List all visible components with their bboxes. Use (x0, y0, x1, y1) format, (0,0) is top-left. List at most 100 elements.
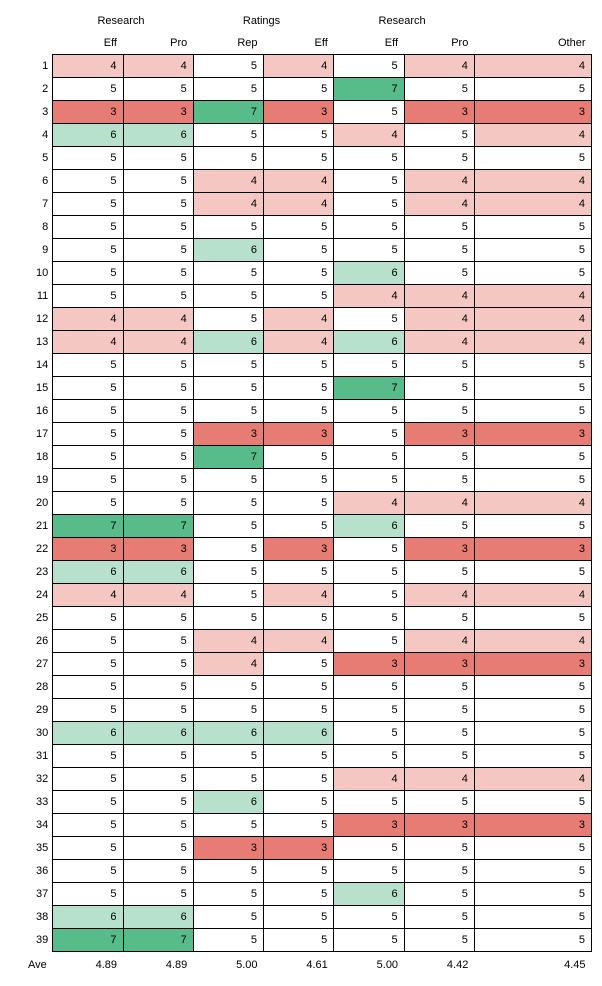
table-row: 55555555 (10, 147, 592, 170)
cell: 5 (264, 446, 334, 469)
table-row: 205555444 (10, 492, 592, 515)
cell: 5 (474, 860, 591, 883)
cell: 5 (404, 745, 474, 768)
cell: 5 (53, 262, 123, 285)
cell: 5 (474, 929, 591, 952)
table-row: 295555555 (10, 699, 592, 722)
cell: 6 (53, 124, 123, 147)
cell: 5 (53, 791, 123, 814)
table-row: 345555333 (10, 814, 592, 837)
cell: 5 (123, 400, 193, 423)
cell: 5 (123, 285, 193, 308)
row-label: 5 (10, 147, 53, 170)
cell: 5 (123, 262, 193, 285)
table-row: 386655555 (10, 906, 592, 929)
cell: 5 (123, 676, 193, 699)
cell: 7 (193, 446, 263, 469)
row-label: 21 (10, 515, 53, 538)
table-row: 236655555 (10, 561, 592, 584)
cell: 5 (53, 170, 123, 193)
cell: 5 (474, 699, 591, 722)
cell: 4 (264, 308, 334, 331)
cell: 4 (264, 170, 334, 193)
cell: 5 (334, 745, 404, 768)
cell: 5 (404, 860, 474, 883)
cell: 3 (193, 837, 263, 860)
sub-header: Eff (334, 32, 404, 55)
cell: 5 (404, 607, 474, 630)
col-group-header: Research (334, 10, 475, 32)
cell: 5 (193, 929, 263, 952)
cell: 6 (123, 906, 193, 929)
table-row: 195555555 (10, 469, 592, 492)
cell: 6 (53, 561, 123, 584)
cell: 5 (474, 446, 591, 469)
cell: 5 (123, 630, 193, 653)
table-row: 65544544 (10, 170, 592, 193)
cell: 5 (334, 170, 404, 193)
cell: 4 (53, 331, 123, 354)
cell: 5 (264, 285, 334, 308)
cell: 5 (123, 860, 193, 883)
cell: 4 (123, 331, 193, 354)
row-label: 4 (10, 124, 53, 147)
row-label: 6 (10, 170, 53, 193)
row-label: 22 (10, 538, 53, 561)
cell: 5 (264, 469, 334, 492)
cell: 5 (193, 607, 263, 630)
row-label: 19 (10, 469, 53, 492)
cell: 3 (474, 538, 591, 561)
cell: 4 (404, 285, 474, 308)
cell: 3 (404, 101, 474, 124)
cell: 5 (123, 193, 193, 216)
cell: 5 (264, 745, 334, 768)
table-row: 85555555 (10, 216, 592, 239)
row-label: 12 (10, 308, 53, 331)
cell: 4 (404, 193, 474, 216)
cell: 5 (474, 377, 591, 400)
cell: 5 (123, 768, 193, 791)
footer-label: Ave (10, 952, 53, 977)
cell: 6 (193, 239, 263, 262)
cell: 5 (334, 400, 404, 423)
cell: 5 (334, 446, 404, 469)
cell: 5 (404, 791, 474, 814)
cell: 5 (123, 699, 193, 722)
cell: 5 (193, 78, 263, 101)
cell: 5 (404, 262, 474, 285)
cell: 5 (264, 607, 334, 630)
cell: 5 (193, 492, 263, 515)
row-label: 2 (10, 78, 53, 101)
cell: 5 (193, 216, 263, 239)
table-row: 14454544 (10, 55, 592, 78)
cell: 4 (474, 308, 591, 331)
sub-header: Eff (53, 32, 123, 55)
cell: 5 (193, 515, 263, 538)
cell: 5 (334, 308, 404, 331)
table-row: 397755555 (10, 929, 592, 952)
cell: 5 (334, 239, 404, 262)
cell: 4 (404, 630, 474, 653)
cell: 5 (474, 561, 591, 584)
cell: 3 (334, 653, 404, 676)
table-row: 315555555 (10, 745, 592, 768)
cell: 4 (53, 584, 123, 607)
cell: 5 (264, 78, 334, 101)
cell: 5 (123, 883, 193, 906)
row-label: 15 (10, 377, 53, 400)
cell: 5 (193, 285, 263, 308)
cell: 7 (53, 515, 123, 538)
cell: 5 (474, 745, 591, 768)
cell: 5 (404, 354, 474, 377)
cell: 5 (334, 216, 404, 239)
cell: 5 (334, 193, 404, 216)
table-row: 145555555 (10, 354, 592, 377)
cell: 7 (334, 78, 404, 101)
sub-header: Pro (123, 32, 193, 55)
cell: 5 (264, 860, 334, 883)
cell: 7 (193, 101, 263, 124)
cell: 4 (123, 55, 193, 78)
cell: 5 (53, 193, 123, 216)
cell: 5 (53, 216, 123, 239)
row-label: 7 (10, 193, 53, 216)
